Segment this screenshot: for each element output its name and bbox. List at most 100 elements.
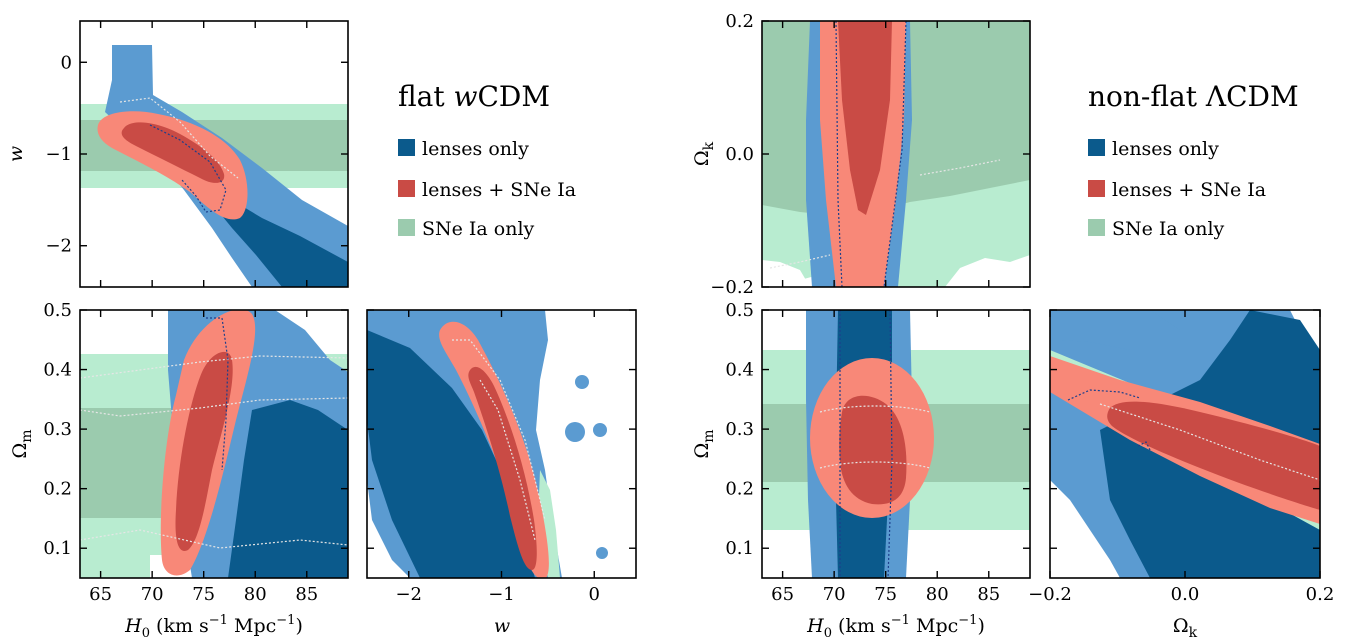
lenses-dotted-contour [835,21,907,287]
lenses-dark-region [367,330,535,578]
panel-om-vs-w-flat [367,310,608,578]
h0-superscript: −1 [891,613,910,628]
ylabel-omega-m-right: Ωm [691,429,717,458]
xlabel-w: w [494,615,510,637]
h0-unit: ) [977,615,984,637]
combined-dark-region [175,351,233,551]
legend-title: flat wCDM [398,80,550,113]
omega-subscript: m [701,429,717,442]
x-tick-label: 75 [192,584,215,605]
lenses-light-blob [565,422,585,442]
panel-ok-vs-h0-nonflat [762,21,1030,287]
empty-region-bottom-left [1050,480,1120,578]
x-tick-label: 70 [141,584,164,605]
empty-region-lower-left [367,480,410,578]
empty-region-right [945,255,1030,287]
x-tick-label: −2 [395,584,422,605]
lenses-dotted-contour [149,124,227,213]
h0-superscript: −1 [209,613,228,628]
y-tick-label: 0.2 [725,479,754,500]
x-tick-label: 85 [295,584,318,605]
omega-symbol: Ω [691,443,713,459]
xlabel-omega-k: Ωk [1173,615,1198,639]
combined-dark-region [121,122,225,183]
lenses-light-blob [575,375,589,389]
y-tick-label: 0.4 [725,360,754,381]
sne-dotted-contour [769,159,1001,269]
h0-unit: Mpc [228,615,276,637]
ticks-layer: 0 −1 −2 65 70 75 80 85 0.5 0.4 0.3 0.2 0.1 −2 −1 0 0.2 0.… [43,11,1334,605]
legend-flat-wcdm: flat wCDM lenses only lenses + SNe Ia SN… [398,80,576,240]
y-tick-label: 0.0 [725,144,754,165]
legend-item-lenses: lenses only [422,138,529,160]
y-tick-label: 0.2 [725,11,754,32]
omega-subscript: m [19,429,35,442]
y-tick-label: 0.3 [43,419,72,440]
y-tick-label: 0.1 [43,538,72,559]
legend-swatch-sne [1088,219,1105,236]
ylabel-omega-m-left: Ωm [9,429,35,458]
x-tick-label: 65 [771,584,794,605]
panel-w-vs-h0-flat [80,45,348,287]
lenses-dark-region [206,178,348,287]
panel-frame [761,309,1031,579]
legend-title-prefix: flat [398,80,454,113]
y-tick-label: 0.2 [43,479,72,500]
omega-symbol: Ω [9,443,31,459]
panel-om-vs-h0-flat [80,310,348,578]
legend-title-italic: w [454,80,478,113]
h0-symbol: H [806,615,824,637]
h0-unit: (km s [150,615,209,637]
legend-item-lenses: lenses only [1112,138,1219,160]
h0-superscript: −1 [958,613,977,628]
combined-dark-region [838,21,892,215]
legend-title: non-flat ΛCDM [1088,80,1299,113]
x-tick-label: 65 [89,584,112,605]
sne-dotted-contour [80,355,348,549]
x-tick-label: 70 [823,584,846,605]
x-tick-label: −0.2 [1028,584,1072,605]
omega-symbol: Ω [1173,615,1189,637]
h0-unit: Mpc [910,615,958,637]
lenses-dark-region [228,400,348,578]
panel-om-vs-ok-nonflat [1050,310,1320,578]
lenses-dotted-contour [1067,389,1151,451]
lenses-light-blob [593,423,607,437]
panel-om-vs-h0-nonflat [762,310,1030,578]
x-tick-label: 80 [926,584,949,605]
xlabel-h0-right: H0 (km s−1 Mpc−1) [806,613,985,639]
sne-dotted-contour [119,97,239,179]
lenses-light-patch [1050,310,1180,350]
omega-subscript: k [1189,625,1198,639]
legend-item-combined: lenses + SNe Ia [1112,179,1266,201]
legend-item-sne: SNe Ia only [1112,218,1225,240]
y-tick-label: 0.5 [725,300,754,321]
y-tick-label: 0.5 [43,300,72,321]
x-tick-label: 75 [874,584,897,605]
combined-dark-region [468,366,537,570]
ylabel-w: w [5,146,27,162]
legend-swatch-combined [1088,180,1105,197]
x-tick-label: −1 [488,584,515,605]
xlabel-h0-left: H0 (km s−1 Mpc−1) [124,613,303,639]
h0-subscript: 0 [142,626,150,639]
combined-dotted-contour [452,339,546,541]
y-tick-label: −1 [45,144,72,165]
y-tick-label: −2 [45,236,72,257]
y-tick-label: 0 [61,52,72,73]
panel-frame [79,309,349,579]
sne-dotted-contour [819,405,931,469]
lenses-dotted-contour [839,310,893,578]
combined-dark-region [1107,401,1320,510]
legend-swatch-sne [398,219,415,236]
y-tick-label: −0.2 [710,277,754,298]
y-tick-label: 0.3 [725,419,754,440]
legend-item-sne: SNe Ia only [422,218,535,240]
y-tick-label: 0.1 [725,538,754,559]
x-tick-label: 0.0 [1171,584,1200,605]
lenses-light-blob [596,547,608,559]
legend-nonflat-lcdm: non-flat ΛCDM lenses only lenses + SNe I… [1088,80,1299,240]
h0-unit: ) [295,615,302,637]
h0-subscript: 0 [824,626,832,639]
